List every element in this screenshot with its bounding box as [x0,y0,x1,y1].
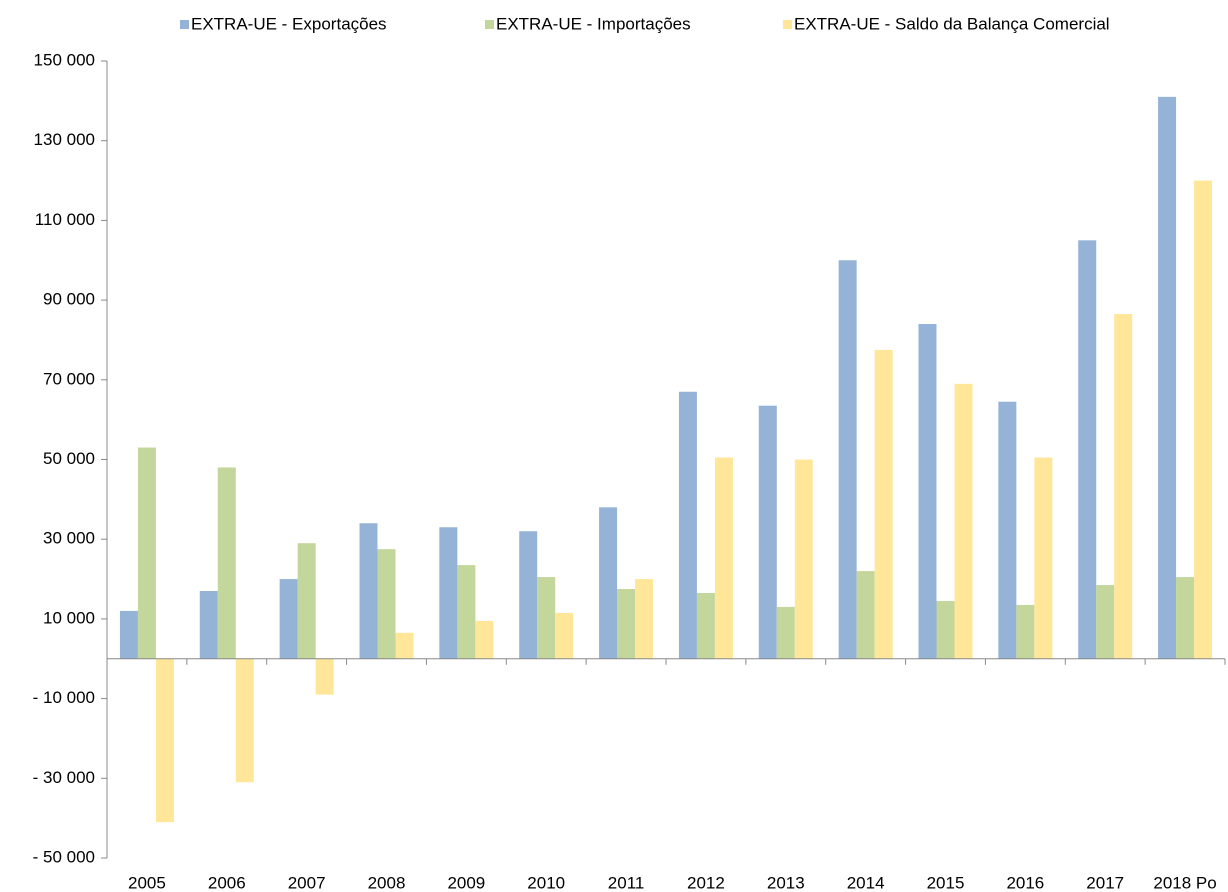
bar [696,592,715,659]
bar [635,579,654,659]
bar [537,577,556,659]
x-tick-label: 2015 [927,873,965,892]
legend-swatch [485,20,494,29]
bar [1096,585,1115,659]
y-tick-label: 150 000 [34,50,95,69]
y-tick-label: 50 000 [43,449,95,468]
bar [1034,457,1053,659]
bar [1016,604,1035,659]
x-tick-label: 2006 [208,873,246,892]
x-tick-label: 2009 [447,873,485,892]
legend-swatch [180,20,189,29]
x-tick-label: 2016 [1006,873,1044,892]
bar [1176,577,1195,659]
bar [1078,240,1097,659]
bar [1194,180,1213,659]
x-tick-label: 2011 [608,873,645,892]
bar [617,589,636,659]
x-tick-label: 2007 [288,873,326,892]
x-tick-label: 2010 [527,873,565,892]
x-tick-label: 2005 [128,873,166,892]
bar [555,612,574,659]
y-tick-label: 130 000 [34,130,95,149]
x-tick-label: 2012 [687,873,725,892]
bar [359,523,378,659]
bar [918,324,937,659]
bar [279,579,298,659]
bar [235,658,254,783]
legend-label: EXTRA-UE - Importações [496,14,691,33]
bar [1114,314,1133,659]
bar [998,401,1017,659]
y-tick-label: 10 000 [43,608,95,627]
x-tick-label: 2017 [1086,873,1124,892]
bar [794,459,813,659]
bar [954,383,973,659]
x-tick-label: 2018 Po [1153,873,1216,892]
bar [1158,96,1177,659]
legend-swatch [783,20,792,29]
y-tick-label: 90 000 [43,290,95,309]
bar [678,391,697,659]
y-tick-label: 30 000 [43,529,95,548]
bar [377,549,396,659]
y-tick-label: 70 000 [43,369,95,388]
bar [137,447,156,659]
bar [155,658,174,823]
bar [439,527,458,659]
bar [297,543,316,659]
bar [119,610,138,659]
bar [395,632,414,659]
bar [217,467,236,659]
y-tick-label: - 10 000 [33,688,95,707]
bar [758,405,777,659]
bar [475,620,494,659]
legend-label: EXTRA-UE - Saldo da Balança Comercial [794,14,1110,33]
y-tick-label: - 30 000 [33,768,95,787]
bar [714,457,733,659]
bar [519,531,538,659]
bar [199,591,218,659]
x-tick-label: 2008 [368,873,406,892]
bar [838,260,857,659]
bar [856,571,875,659]
bar [776,606,795,659]
bar [599,507,618,659]
legend-label: EXTRA-UE - Exportações [191,14,387,33]
x-tick-label: 2014 [847,873,885,892]
y-tick-label: 110 000 [35,210,95,229]
bar [457,565,476,659]
bar [936,600,955,659]
y-tick-label: - 50 000 [33,847,95,866]
bar [315,658,334,695]
x-tick-label: 2013 [767,873,805,892]
bar [874,349,893,659]
